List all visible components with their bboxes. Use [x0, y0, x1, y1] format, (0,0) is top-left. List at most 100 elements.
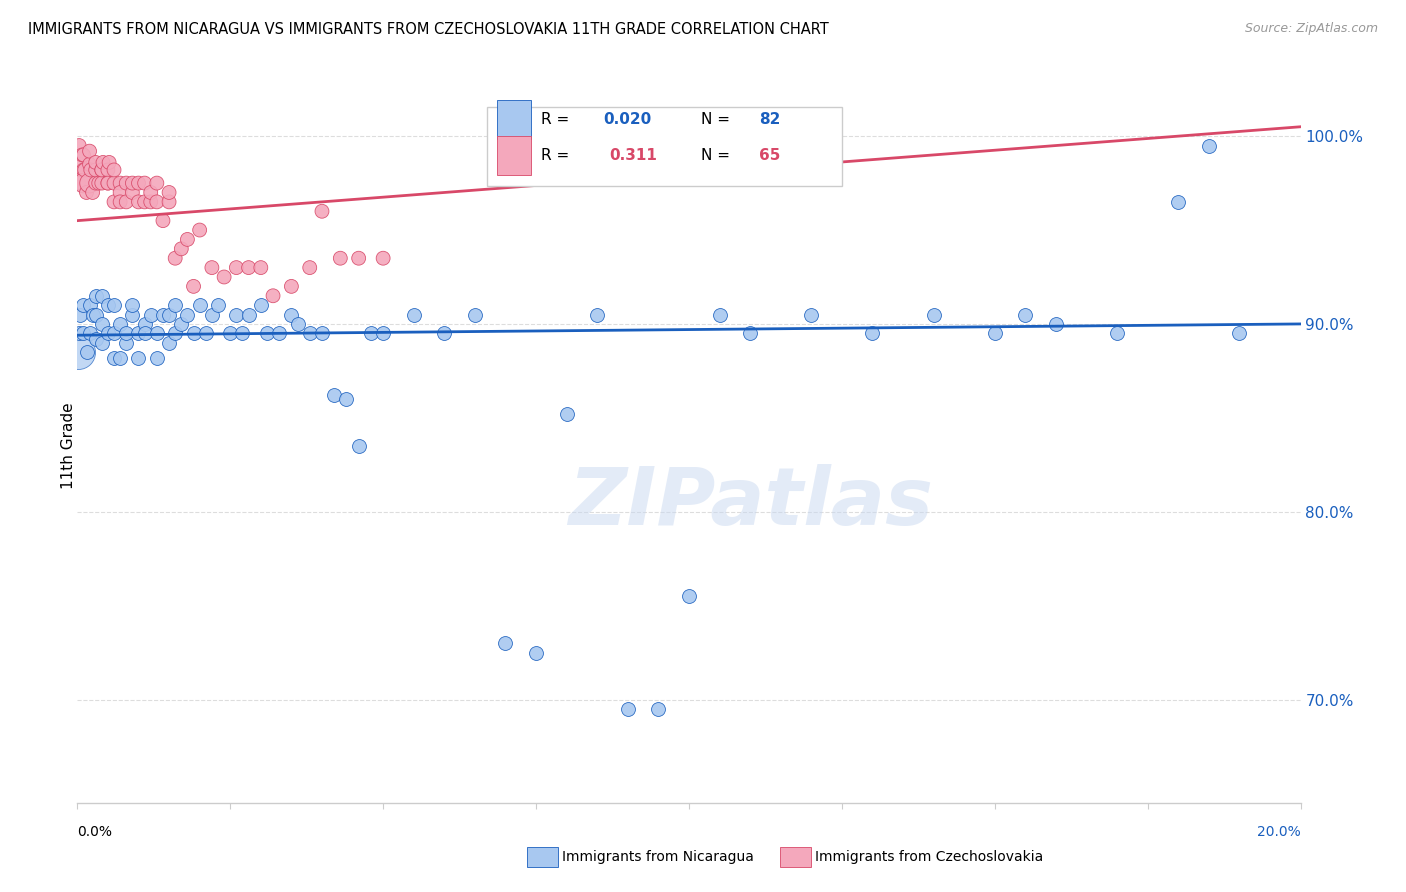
Point [280, 279, 302, 293]
Point [103, 351, 125, 365]
Point [72, 148, 94, 162]
Point [121, 308, 143, 322]
Point [90, 289, 112, 303]
Point [90, 335, 112, 350]
Point [84, 176, 107, 190]
FancyBboxPatch shape [486, 107, 842, 186]
Point [250, 260, 273, 275]
Point [269, 326, 291, 341]
Text: N =: N = [702, 112, 735, 127]
Point [115, 194, 138, 209]
Point [139, 308, 162, 322]
Point [103, 163, 125, 178]
Point [97, 298, 120, 312]
Point [134, 326, 156, 341]
Point [91, 155, 114, 169]
Point [134, 176, 156, 190]
Point [73, 163, 96, 178]
Point [69, 157, 91, 171]
Point [69, 308, 91, 322]
Point [183, 279, 205, 293]
Point [79, 144, 101, 158]
Point [647, 702, 669, 716]
Point [79, 157, 101, 171]
Text: 0.0%: 0.0% [77, 825, 112, 839]
Point [97, 326, 120, 341]
Point [280, 308, 302, 322]
Point [157, 186, 180, 200]
Point [360, 326, 382, 341]
Point [87, 176, 110, 190]
Point [1167, 194, 1189, 209]
Point [219, 326, 242, 341]
Point [103, 176, 125, 190]
Point [108, 186, 131, 200]
Point [79, 298, 101, 312]
Point [1198, 138, 1220, 153]
Point [72, 176, 94, 190]
Point [433, 326, 456, 341]
Point [72, 163, 94, 178]
Point [128, 176, 150, 190]
Text: R =: R = [541, 148, 583, 163]
Point [146, 351, 169, 365]
Point [188, 298, 211, 312]
Point [201, 308, 224, 322]
Point [170, 242, 193, 256]
Point [709, 308, 731, 322]
Point [329, 251, 352, 265]
Text: Source: ZipAtlas.com: Source: ZipAtlas.com [1244, 22, 1378, 36]
Text: 0.020: 0.020 [603, 112, 651, 127]
Point [555, 407, 578, 421]
Point [139, 194, 162, 209]
Point [165, 251, 187, 265]
Point [108, 176, 131, 190]
Text: 0.311: 0.311 [609, 148, 658, 163]
Point [76, 345, 98, 359]
Point [1229, 326, 1251, 341]
Point [524, 646, 547, 660]
Point [72, 326, 94, 341]
Text: 82: 82 [759, 112, 780, 127]
Point [115, 326, 138, 341]
Point [108, 317, 131, 331]
Bar [496, 100, 531, 139]
Point [212, 270, 235, 285]
Point [922, 308, 945, 322]
Point [188, 223, 211, 237]
Point [311, 204, 333, 219]
Point [103, 194, 125, 209]
Point [1045, 317, 1067, 331]
Point [225, 308, 247, 322]
Text: N =: N = [702, 148, 735, 163]
Point [152, 213, 174, 227]
Point [139, 186, 162, 200]
Point [79, 176, 101, 190]
Point [82, 186, 104, 200]
Point [464, 308, 486, 322]
Point [678, 589, 700, 603]
Point [287, 317, 309, 331]
Point [128, 194, 150, 209]
Point [371, 251, 394, 265]
Point [76, 186, 98, 200]
Point [128, 326, 150, 341]
Point [371, 326, 394, 341]
Point [1107, 326, 1129, 341]
Point [82, 308, 104, 322]
Point [79, 326, 101, 341]
Point [90, 163, 112, 178]
Point [323, 388, 346, 402]
Point [80, 163, 103, 178]
Point [121, 186, 143, 200]
Point [157, 335, 180, 350]
Text: Immigrants from Nicaragua: Immigrants from Nicaragua [562, 850, 754, 864]
Point [402, 308, 425, 322]
Point [201, 260, 224, 275]
Point [262, 289, 284, 303]
Point [194, 326, 217, 341]
Point [152, 308, 174, 322]
Point [165, 326, 187, 341]
Point [207, 298, 229, 312]
Point [256, 326, 278, 341]
